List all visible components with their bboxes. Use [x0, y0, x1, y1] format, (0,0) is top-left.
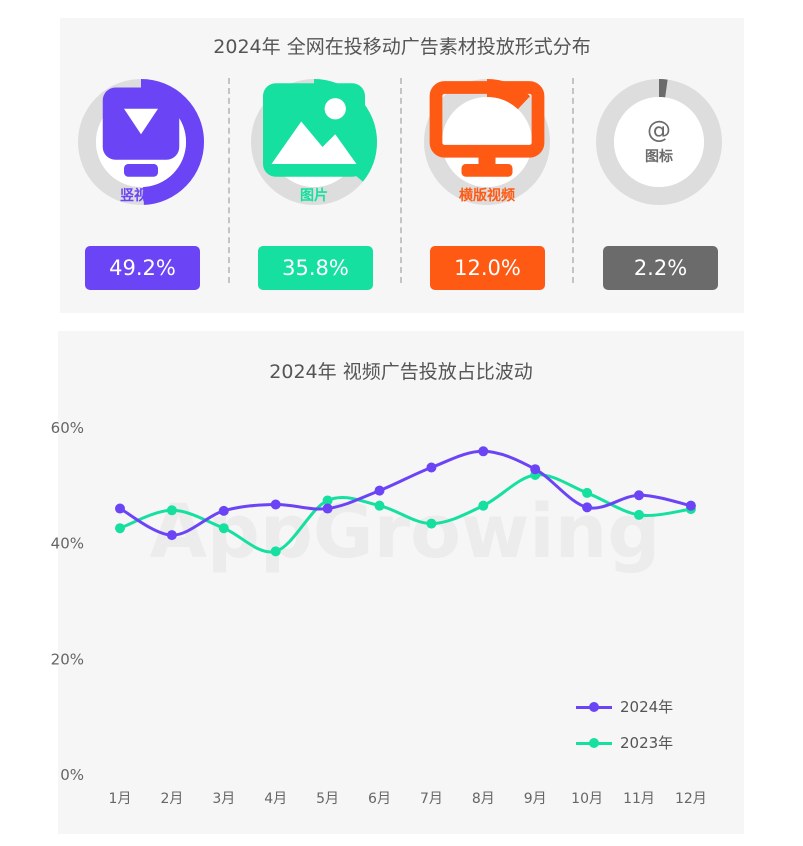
donut-horizontal-video: 横版视频 [424, 79, 550, 205]
legend-label: 2023年 [620, 734, 674, 752]
data-point [218, 523, 229, 534]
donut-label: 图标 [645, 149, 673, 165]
divider [228, 78, 230, 283]
data-point [426, 462, 437, 473]
monitor-icon [429, 81, 545, 177]
x-tick-label: 4月 [264, 791, 287, 807]
y-tick-label: 20% [51, 650, 84, 668]
data-point [426, 518, 437, 529]
donut-icon: @ 图标 [596, 79, 722, 205]
data-point [115, 503, 125, 514]
donut-label: 图片 [300, 188, 328, 204]
data-point [270, 499, 281, 510]
x-tick-label: 6月 [368, 791, 391, 807]
y-tick-label: 60% [51, 419, 84, 437]
x-tick-label: 11月 [623, 791, 655, 807]
distribution-title: 2024年 全网在投移动广告素材投放形式分布 [213, 36, 591, 58]
data-point [634, 509, 644, 520]
legend-2023: 2023年 [576, 732, 673, 753]
divider [572, 78, 574, 283]
x-tick-label: 3月 [212, 791, 235, 807]
data-point [634, 490, 644, 501]
data-point [115, 523, 125, 534]
at-icon: @ [647, 116, 671, 144]
percent-badge: 49.2% [85, 246, 200, 290]
image-icon [263, 83, 365, 177]
vertical-video-icon [102, 87, 180, 177]
x-tick-label: 12月 [675, 791, 707, 807]
x-tick-label: 9月 [524, 791, 547, 807]
x-tick-label: 5月 [316, 791, 339, 807]
percent-badge: 12.0% [430, 246, 545, 290]
data-point [166, 505, 177, 516]
data-point [374, 485, 385, 496]
donut-label: 竖视频 [120, 188, 162, 204]
data-point [374, 500, 385, 511]
data-point [322, 503, 333, 514]
data-point [166, 530, 177, 541]
data-point [530, 464, 541, 475]
line-chart-title: 2024年 视频广告投放占比波动 [269, 361, 533, 383]
x-tick-label: 8月 [472, 791, 495, 807]
data-point [322, 495, 333, 506]
x-tick-label: 1月 [109, 791, 132, 807]
data-point [478, 500, 489, 511]
legend-2024: 2024年 [576, 696, 673, 717]
donut-vertical-video: 竖视频 [78, 79, 204, 205]
x-tick-label: 10月 [571, 791, 603, 807]
data-point [582, 502, 593, 513]
y-tick-label: 40% [51, 535, 84, 553]
data-point [582, 487, 593, 498]
percent-badge: 35.8% [258, 246, 373, 290]
donut-image: 图片 [251, 79, 377, 205]
data-point [685, 500, 696, 511]
data-point [478, 446, 489, 457]
data-point [218, 505, 229, 516]
x-tick-label: 2月 [160, 791, 183, 807]
percent-badge: 2.2% [603, 246, 718, 290]
data-point [270, 546, 281, 557]
x-tick-label: 7月 [420, 791, 443, 807]
format-distribution-panel: 2024年 全网在投移动广告素材投放形式分布 竖视频 49.2% 图片 35.8… [60, 18, 744, 313]
donut-label: 横版视频 [459, 188, 515, 204]
legend-label: 2024年 [620, 698, 674, 716]
video-ratio-panel: 2024年 视频广告投放占比波动 [58, 331, 744, 834]
y-tick-label: 0% [60, 766, 84, 784]
divider [400, 78, 402, 283]
